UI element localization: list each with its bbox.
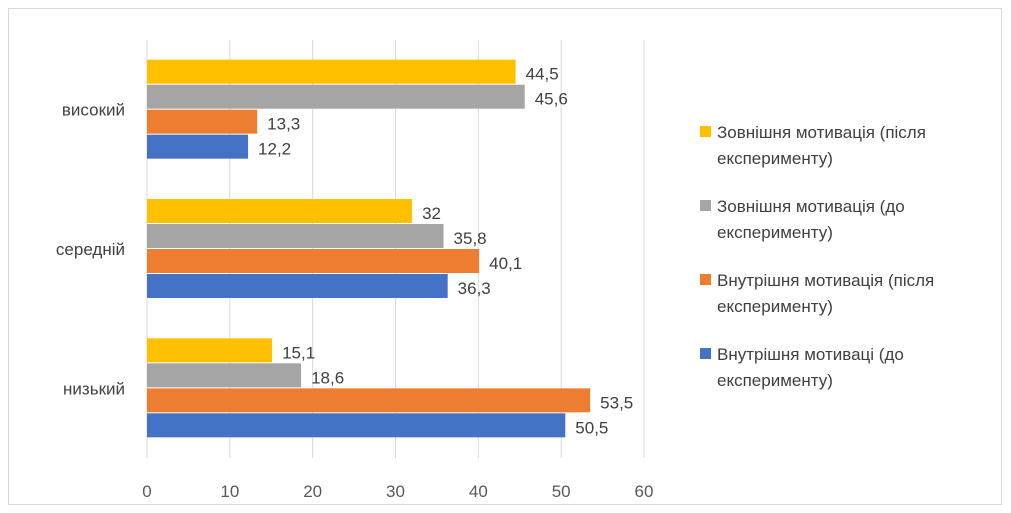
legend-swatch xyxy=(700,126,711,137)
data-label: 13,3 xyxy=(267,115,300,134)
bar xyxy=(147,59,516,84)
bar xyxy=(147,109,258,134)
x-tick-label: 60 xyxy=(635,482,654,501)
legend-item: Зовнішня мотивація (після експерименту) xyxy=(700,120,1000,172)
bar xyxy=(147,338,273,363)
data-label: 45,6 xyxy=(535,90,568,109)
x-tick-label: 0 xyxy=(142,482,151,501)
data-label: 50,5 xyxy=(575,418,608,437)
bar xyxy=(147,84,525,109)
legend-swatch xyxy=(700,348,711,359)
x-tick-label: 40 xyxy=(469,482,488,501)
legend: Зовнішня мотивація (після експерименту) З… xyxy=(700,120,1000,416)
data-label: 35,8 xyxy=(454,229,487,248)
data-label: 53,5 xyxy=(600,393,633,412)
bar xyxy=(147,134,249,159)
data-label: 40,1 xyxy=(489,254,522,273)
x-tick-label: 30 xyxy=(386,482,405,501)
bar xyxy=(147,199,413,223)
data-label: 44,5 xyxy=(526,65,559,84)
bar xyxy=(147,413,566,438)
bar xyxy=(147,388,591,413)
category-label: низький xyxy=(63,379,125,398)
bar xyxy=(147,363,302,388)
x-tick-label: 50 xyxy=(552,482,571,501)
legend-swatch xyxy=(700,200,711,211)
data-label: 15,1 xyxy=(282,343,315,362)
legend-label: Внутрішня мотивація (після експерименту) xyxy=(717,271,935,316)
data-label: 36,3 xyxy=(458,279,491,298)
category-label: середній xyxy=(56,240,125,259)
x-tick-label: 10 xyxy=(220,482,239,501)
legend-label: Зовнішня мотивація (після експерименту) xyxy=(717,123,926,168)
legend-label: Зовнішня мотивація (до експерименту) xyxy=(717,197,905,242)
bar xyxy=(147,249,480,273)
legend-item: Зовнішня мотивація (до експерименту) xyxy=(700,194,1000,246)
category-label: високий xyxy=(62,101,125,120)
legend-item: Внутрішня мотиваці (до експерименту) xyxy=(700,342,1000,394)
data-label: 32 xyxy=(422,204,441,223)
legend-swatch xyxy=(700,274,711,285)
bar xyxy=(147,224,444,248)
x-tick-label: 20 xyxy=(303,482,322,501)
legend-item: Внутрішня мотивація (після експерименту) xyxy=(700,268,1000,320)
legend-label: Внутрішня мотиваці (до експерименту) xyxy=(717,345,904,390)
data-label: 12,2 xyxy=(258,140,291,159)
data-label: 18,6 xyxy=(311,368,344,387)
bar xyxy=(147,274,448,298)
